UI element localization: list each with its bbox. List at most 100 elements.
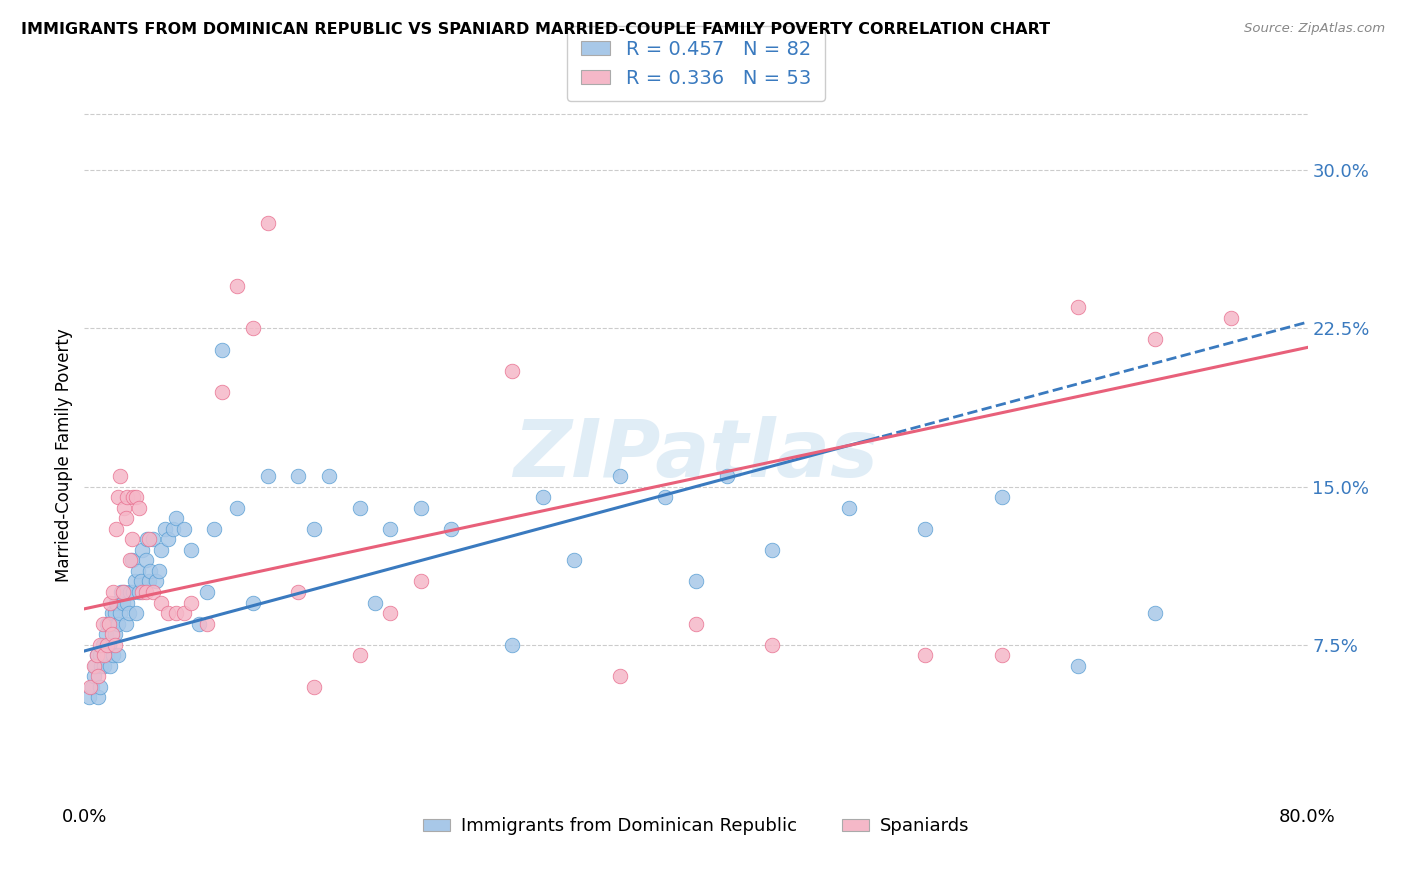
Point — [349, 648, 371, 663]
Point — [716, 469, 738, 483]
Point — [77, 690, 100, 705]
Point — [104, 627, 127, 641]
Point — [80, 680, 103, 694]
Point — [90, 658, 112, 673]
Point — [108, 469, 131, 483]
Point — [125, 606, 148, 620]
Point — [112, 500, 135, 515]
Point — [89, 638, 111, 652]
Point — [84, 658, 107, 673]
Point — [195, 585, 218, 599]
Point — [96, 648, 118, 663]
Point — [118, 606, 141, 620]
Text: Source: ZipAtlas.com: Source: ZipAtlas.com — [1244, 22, 1385, 36]
Point — [145, 574, 167, 589]
Point — [120, 553, 142, 567]
Point — [142, 585, 165, 599]
Point — [101, 627, 124, 641]
Point — [195, 616, 218, 631]
Point — [114, 616, 136, 631]
Point — [87, 669, 110, 683]
Point — [79, 680, 101, 694]
Point — [318, 469, 340, 483]
Point — [149, 595, 172, 609]
Point — [991, 648, 1014, 663]
Point — [502, 638, 524, 652]
Point — [89, 680, 111, 694]
Point — [114, 511, 136, 525]
Point — [654, 490, 676, 504]
Point — [302, 680, 325, 694]
Point — [107, 616, 129, 631]
Point — [105, 522, 128, 536]
Point — [242, 321, 264, 335]
Point — [173, 522, 195, 536]
Point — [149, 542, 172, 557]
Point — [242, 595, 264, 609]
Point — [685, 616, 707, 631]
Point — [162, 522, 184, 536]
Point — [112, 585, 135, 599]
Point — [135, 585, 157, 599]
Point — [111, 595, 134, 609]
Point — [96, 616, 118, 631]
Point — [409, 500, 432, 515]
Point — [115, 595, 138, 609]
Point — [562, 553, 585, 567]
Point — [115, 490, 138, 504]
Point — [97, 638, 120, 652]
Point — [83, 658, 105, 673]
Point — [188, 616, 211, 631]
Point — [1143, 606, 1166, 620]
Point — [138, 574, 160, 589]
Point — [148, 564, 170, 578]
Y-axis label: Married-Couple Family Poverty: Married-Couple Family Poverty — [55, 328, 73, 582]
Point — [87, 690, 110, 705]
Point — [257, 469, 280, 483]
Point — [121, 533, 143, 547]
Point — [409, 574, 432, 589]
Point — [96, 638, 118, 652]
Point — [108, 606, 131, 620]
Point — [129, 574, 152, 589]
Point — [180, 595, 202, 609]
Point — [86, 648, 108, 663]
Point — [83, 669, 105, 683]
Point — [101, 606, 124, 620]
Point — [165, 511, 187, 525]
Point — [180, 542, 202, 557]
Point — [302, 522, 325, 536]
Point — [761, 638, 783, 652]
Point — [838, 500, 860, 515]
Point — [93, 648, 115, 663]
Point — [98, 658, 121, 673]
Point — [139, 564, 162, 578]
Point — [1220, 310, 1243, 325]
Point — [914, 522, 936, 536]
Point — [1143, 332, 1166, 346]
Point — [138, 533, 160, 547]
Point — [257, 216, 280, 230]
Point — [91, 638, 114, 652]
Point — [991, 490, 1014, 504]
Point — [226, 500, 249, 515]
Point — [211, 384, 233, 399]
Text: IMMIGRANTS FROM DOMINICAN REPUBLIC VS SPANIARD MARRIED-COUPLE FAMILY POVERTY COR: IMMIGRANTS FROM DOMINICAN REPUBLIC VS SP… — [21, 22, 1050, 37]
Point — [685, 574, 707, 589]
Point — [165, 606, 187, 620]
Point — [128, 500, 150, 515]
Point — [380, 606, 402, 620]
Point — [107, 490, 129, 504]
Point — [226, 279, 249, 293]
Point — [104, 638, 127, 652]
Point — [121, 553, 143, 567]
Point — [914, 648, 936, 663]
Point — [1067, 301, 1090, 315]
Point — [531, 490, 554, 504]
Point — [202, 522, 225, 536]
Point — [103, 585, 125, 599]
Point — [136, 533, 159, 547]
Point — [380, 522, 402, 536]
Point — [157, 533, 180, 547]
Point — [122, 490, 145, 504]
